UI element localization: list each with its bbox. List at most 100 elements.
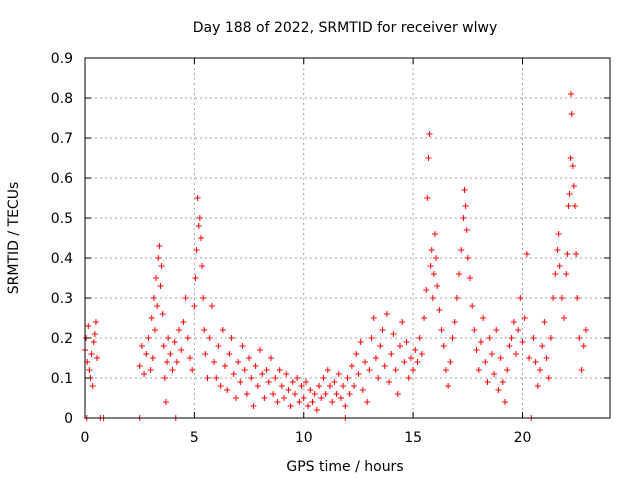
data-point <box>392 367 399 373</box>
data-point <box>467 275 473 281</box>
data-point <box>515 327 522 333</box>
data-point <box>433 255 440 261</box>
y-tick-label: 0.3 <box>51 291 73 307</box>
data-point <box>88 351 95 357</box>
data-point <box>497 355 504 361</box>
data-point <box>390 331 397 337</box>
data-point <box>196 215 203 221</box>
data-point <box>563 271 570 277</box>
data-point <box>461 187 468 193</box>
data-point <box>458 247 465 253</box>
data-point <box>316 383 323 389</box>
data-point <box>311 391 318 397</box>
data-point <box>285 387 292 393</box>
data-point <box>473 347 480 353</box>
data-point <box>154 303 161 309</box>
data-point <box>150 295 157 301</box>
grid <box>85 58 610 418</box>
data-point <box>230 371 237 377</box>
data-point <box>281 395 288 401</box>
data-point <box>576 335 583 341</box>
data-point <box>287 403 294 409</box>
data-point <box>92 319 99 325</box>
y-tick-label: 0.2 <box>51 331 73 347</box>
data-point <box>403 339 410 345</box>
data-point <box>173 359 180 365</box>
data-point <box>246 355 253 361</box>
data-point <box>418 351 425 357</box>
data-point <box>191 303 198 309</box>
data-point <box>547 335 554 341</box>
data-point <box>375 375 382 381</box>
data-point <box>86 367 93 373</box>
data-point <box>147 367 154 373</box>
data-point <box>570 183 577 189</box>
data-point <box>401 359 408 365</box>
data-point <box>272 375 279 381</box>
data-point <box>176 327 183 333</box>
data-point <box>289 379 296 385</box>
data-point <box>394 391 401 397</box>
data-point <box>578 367 585 373</box>
data-point <box>232 395 239 401</box>
data-point <box>329 399 336 405</box>
data-point <box>270 391 277 397</box>
data-point <box>276 367 283 373</box>
data-point <box>263 367 270 373</box>
data-point <box>158 263 165 269</box>
data-point <box>148 315 155 321</box>
data-point <box>194 195 201 201</box>
data-point <box>267 355 274 361</box>
data-point <box>416 335 423 341</box>
data-point <box>397 343 403 349</box>
data-point <box>460 215 467 221</box>
data-point <box>421 315 428 321</box>
data-point <box>252 363 259 369</box>
data-point <box>405 375 412 381</box>
data-point <box>428 247 435 253</box>
data-point <box>362 359 368 365</box>
data-points <box>82 91 589 421</box>
data-point <box>537 367 543 373</box>
data-point <box>379 327 386 333</box>
data-point <box>539 343 546 349</box>
data-point <box>569 163 576 169</box>
data-point <box>160 343 167 349</box>
data-point <box>342 403 349 409</box>
data-point <box>235 359 242 365</box>
data-point <box>155 255 162 261</box>
data-point <box>305 403 312 409</box>
data-point <box>510 319 517 325</box>
data-point <box>292 391 298 397</box>
data-point <box>208 303 215 309</box>
x-tick-label: 10 <box>295 430 313 446</box>
data-point <box>545 375 552 381</box>
data-point <box>226 351 233 357</box>
data-point <box>204 375 211 381</box>
x-tick-label: 15 <box>404 430 422 446</box>
data-point <box>521 315 528 321</box>
data-point <box>399 319 406 325</box>
data-point <box>344 375 351 381</box>
data-point <box>243 391 250 397</box>
data-point <box>141 371 148 377</box>
data-point <box>556 263 563 269</box>
data-point <box>372 355 379 361</box>
data-point <box>493 327 500 333</box>
data-point <box>517 295 524 301</box>
data-point <box>519 339 526 345</box>
data-point <box>340 383 347 389</box>
x-tick-label: 0 <box>81 430 90 446</box>
data-point <box>567 155 574 161</box>
data-point <box>199 263 206 269</box>
data-point <box>423 287 430 293</box>
data-point <box>333 391 340 397</box>
data-point <box>309 399 316 405</box>
data-point <box>377 343 384 349</box>
data-point <box>573 251 580 257</box>
data-point <box>555 231 562 237</box>
data-point <box>211 359 218 365</box>
data-point <box>491 371 498 377</box>
data-point <box>534 383 541 389</box>
data-point <box>447 359 454 365</box>
